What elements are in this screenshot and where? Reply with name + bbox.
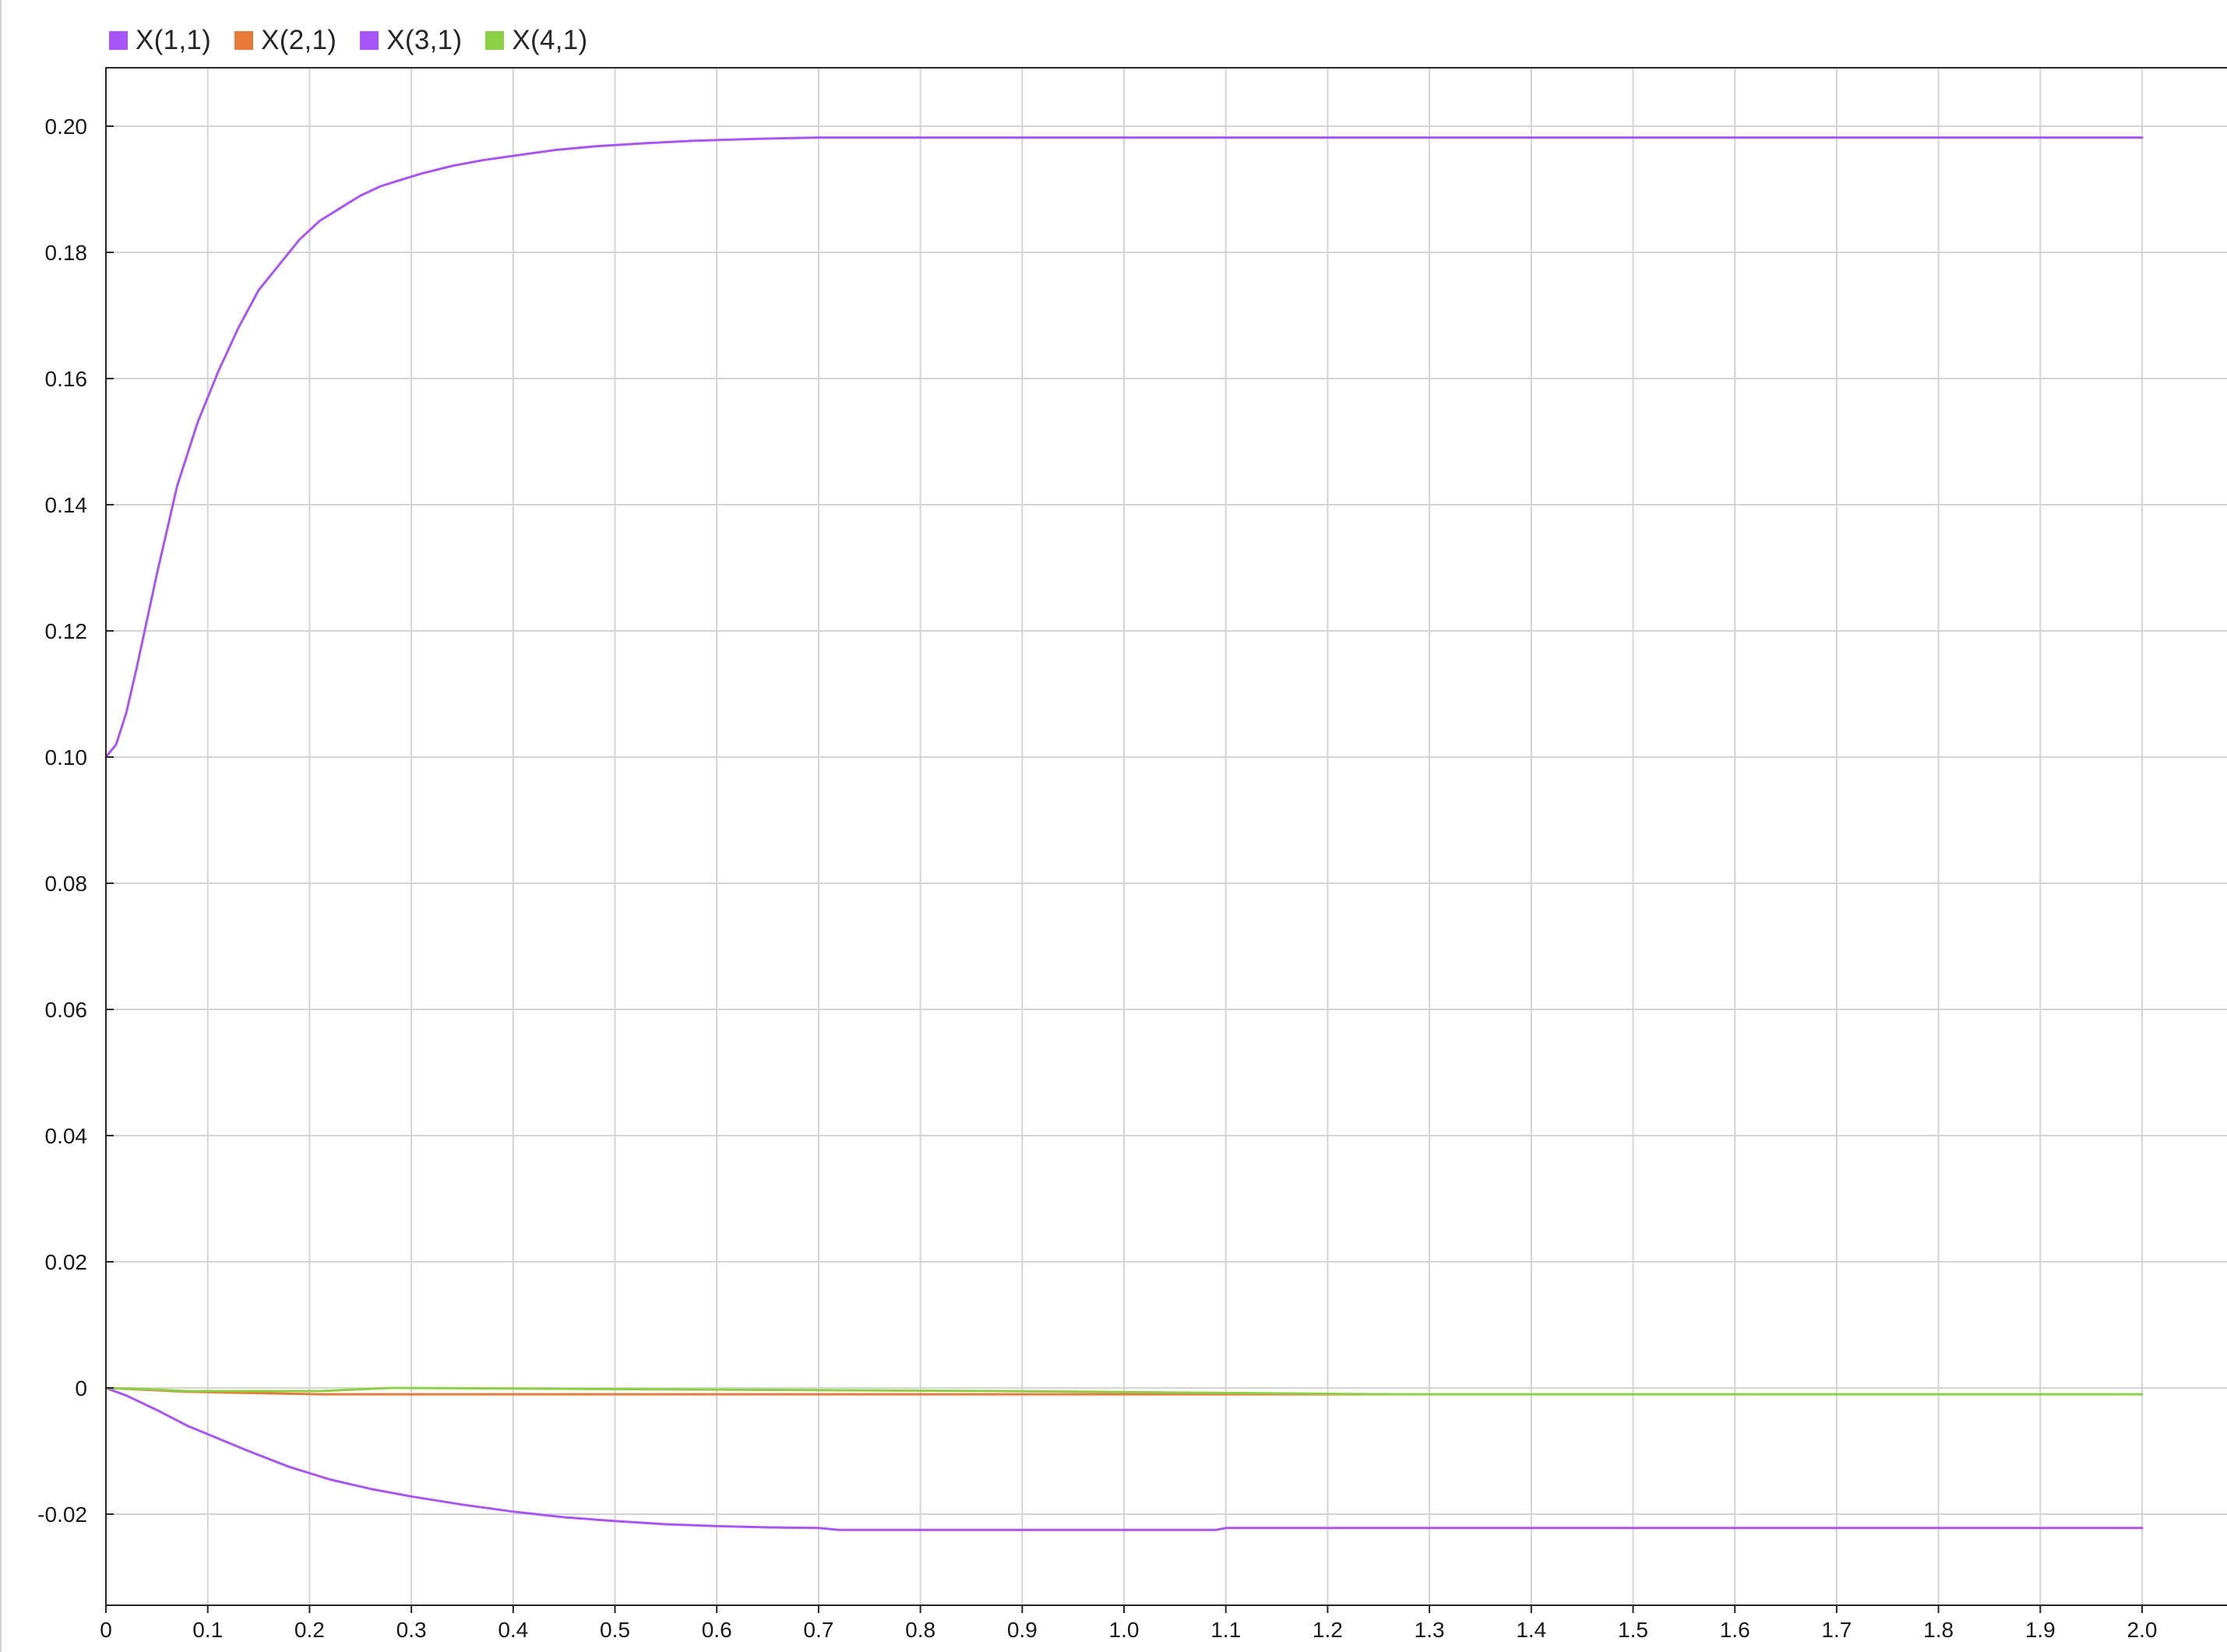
x-axis-ticks: 0 0.1 0.2 0.3 0.4 0.5 0.6 0.7 0.8 0.9 1.0 1.1 1.2 1.3… [100,1605,2157,1642]
x-tick-label: 1.8 [1923,1618,1954,1642]
series-color-swatch [485,31,505,50]
y-tick-label: 0.18 [45,241,88,265]
y-tick-label: 0.12 [45,619,88,643]
legend-item-x41[interactable]: X(4,1) [485,25,587,56]
y-tick-label: 0.10 [45,745,88,770]
y-tick-label: -0.02 [37,1502,87,1527]
x-tick-label: 1.2 [1313,1618,1343,1642]
x-tick-label: 0.7 [803,1618,833,1642]
legend-label: X(4,1) [512,25,588,55]
x-tick-label: 0.4 [498,1618,528,1642]
x-tick-label: 0 [100,1618,112,1642]
series-line-X11 [104,136,2144,759]
y-tick-label: 0.04 [45,1124,88,1148]
x-tick-label: 1.3 [1415,1618,1445,1642]
legend-item-x21[interactable]: X(2,1) [234,25,337,56]
x-tick-label: 1.7 [1821,1618,1852,1642]
x-tick-label: 1.1 [1210,1618,1241,1642]
legend-label: X(1,1) [136,25,212,55]
axes-box [105,67,2227,1606]
series-color-swatch [360,31,379,50]
legend: X(1,1) X(2,1) X(3,1) X(4,1) [109,17,588,64]
grid-lines [106,68,2227,1605]
legend-label: X(2,1) [261,25,337,55]
y-tick-label: 0.14 [45,493,88,517]
y-tick-label: 0.08 [45,872,88,896]
y-tick-label: 0 [75,1376,87,1400]
x-tick-label: 0.1 [192,1618,223,1642]
y-tick-label: 0.02 [45,1250,88,1274]
x-tick-label: 1.0 [1109,1618,1140,1642]
x-tick-label: 1.5 [1618,1618,1648,1642]
series-line-X41 [104,1386,2144,1396]
series-color-swatch [234,31,254,50]
x-tick-label: 0.5 [600,1618,630,1642]
x-tick-label: 0.3 [396,1618,427,1642]
x-tick-label: 0.6 [702,1618,732,1642]
x-tick-label: 1.4 [1516,1618,1546,1642]
y-tick-label: 0.06 [45,998,88,1022]
series-line-X31 [104,1386,2144,1531]
x-tick-label: 0.2 [294,1618,325,1642]
series-layer [104,136,2144,1531]
x-tick-label: 0.9 [1007,1618,1038,1642]
legend-label: X(3,1) [386,25,463,55]
x-tick-label: 1.6 [1720,1618,1750,1642]
legend-item-x31[interactable]: X(3,1) [360,25,462,56]
y-tick-label: 0.20 [45,114,88,139]
series-color-swatch [109,31,128,50]
x-tick-label: 1.9 [2025,1618,2056,1642]
y-tick-label: 0.16 [45,367,88,391]
x-tick-label: 0.8 [905,1618,936,1642]
y-axis-ticks: -0.02 0 0.02 0.04 0.06 0.08 0.10 0.12 0.14 0.16 0.… [37,114,114,1527]
legend-item-x11[interactable]: X(1,1) [109,25,211,56]
x-tick-label: 2.0 [2127,1618,2158,1642]
